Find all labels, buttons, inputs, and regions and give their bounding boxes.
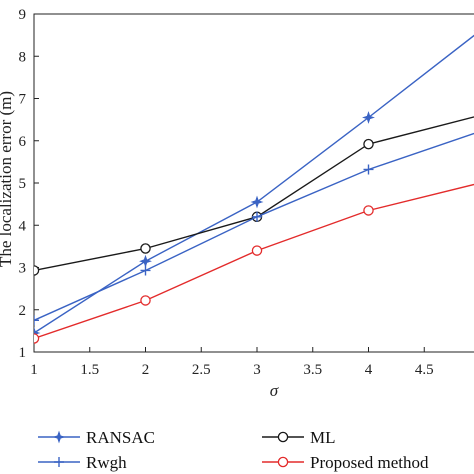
data-point	[363, 205, 374, 216]
series-proposed-method	[34, 183, 474, 344]
y-tick-label: 9	[19, 7, 27, 23]
data-point	[252, 211, 262, 222]
x-tick-label: 1.5	[80, 362, 99, 378]
x-tick-label: 3	[253, 362, 261, 378]
data-point	[139, 254, 152, 268]
series-line	[34, 132, 474, 321]
plot-frame	[33, 13, 474, 353]
data-point	[251, 245, 263, 256]
y-tick-label: 6	[19, 134, 27, 150]
data-point	[140, 265, 151, 276]
y-axis-label: The localization error (m)	[0, 91, 15, 267]
legend-item: ML	[262, 428, 336, 447]
x-tick-label: 4.5	[415, 362, 434, 378]
x-tick-label: 2.5	[192, 362, 211, 378]
legend-marker	[54, 457, 64, 467]
legend-label: Proposed method	[310, 453, 429, 472]
y-tick-label: 4	[19, 218, 27, 234]
x-tick-label: 3.5	[303, 362, 322, 378]
legend-marker	[52, 430, 66, 444]
x-axis-label: σ	[270, 381, 279, 400]
data-point	[362, 111, 375, 124]
data-point	[34, 333, 40, 344]
data-point	[140, 295, 151, 306]
series-line	[34, 34, 474, 334]
legend-marker	[277, 431, 289, 443]
series-ransac	[34, 30, 474, 340]
data-point	[140, 243, 151, 254]
data-point	[363, 138, 374, 150]
legend-item: Proposed method	[262, 453, 429, 472]
y-tick-label: 8	[19, 49, 27, 65]
y-tick-label: 3	[19, 261, 27, 277]
series-line	[34, 183, 474, 340]
data-point	[363, 164, 374, 175]
legend-item: RANSAC	[38, 428, 155, 447]
data-point	[34, 315, 39, 326]
legend-label: Rwgh	[86, 453, 127, 472]
y-tick-label: 5	[19, 176, 27, 192]
series-ml	[34, 116, 474, 276]
legend-label: ML	[310, 428, 336, 447]
y-tick-label: 7	[19, 92, 27, 108]
legend-label: RANSAC	[86, 428, 155, 447]
x-tick-label: 4	[365, 362, 373, 378]
data-point	[250, 195, 264, 209]
y-tick-label: 2	[19, 303, 27, 319]
x-tick-label: 2	[142, 362, 150, 378]
series-layer	[34, 30, 474, 344]
data-point	[34, 265, 40, 276]
legend: RANSAC ML Rwgh Proposed method	[38, 428, 429, 472]
legend-item: Rwgh	[38, 453, 127, 472]
legend-marker	[277, 456, 289, 468]
series-rwgh	[34, 132, 474, 326]
y-tick-label: 1	[19, 345, 27, 361]
x-tick-label: 1	[30, 362, 38, 378]
axes: 1 2 3 4 5 6 7 8 9 1 1.5 2 2.5 3 3.5 4 4.5	[19, 7, 474, 378]
data-point	[34, 326, 41, 340]
